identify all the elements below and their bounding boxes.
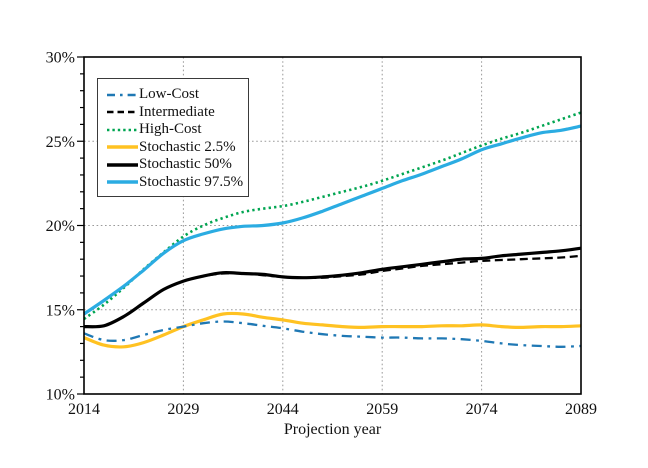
x-tick-label: 2074	[466, 401, 498, 418]
y-tick-label: 20%	[46, 218, 75, 235]
legend-line-high-cost	[107, 128, 138, 131]
x-axis-title: Projection year	[283, 421, 382, 438]
plot-frame	[83, 56, 582, 395]
legend-label: Stochastic 97.5%	[139, 173, 244, 190]
series-line-stochastic-50-	[83, 246, 582, 329]
legend-item-low-cost: Low-Cost	[106, 86, 248, 104]
legend-item-stochastic-97-5: Stochastic 97.5%	[106, 174, 248, 192]
x-tick-label: 2089	[565, 401, 597, 418]
legend-item-high-cost: High-Cost	[106, 121, 248, 139]
legend-line-stochastic-50	[107, 163, 138, 167]
legend: Low-Cost Intermediate High-Cost Stochast…	[97, 78, 249, 197]
x-tick-label: 2044	[267, 401, 299, 418]
legend-label: Low-Cost	[139, 86, 199, 103]
legend-line-stochastic-2-5	[107, 145, 138, 149]
x-tick-label: 2029	[167, 401, 199, 418]
legend-item-intermediate: Intermediate	[106, 104, 248, 122]
legend-label: Stochastic 2.5%	[139, 138, 236, 155]
y-tick-label: 10%	[46, 387, 75, 404]
legend-label: Stochastic 50%	[139, 156, 232, 173]
y-tick-label: 30%	[46, 50, 75, 67]
legend-line-intermediate	[107, 111, 138, 114]
legend-label: Intermediate	[139, 103, 215, 120]
legend-line-low-cost	[107, 93, 138, 96]
series-line-low-cost	[83, 320, 582, 348]
legend-line-stochastic-97-5	[107, 180, 138, 184]
series-line-stochastic-2-5-	[83, 311, 582, 349]
legend-label: High-Cost	[139, 121, 202, 138]
y-tick-label: 25%	[46, 134, 75, 151]
legend-item-stochastic-2-5: Stochastic 2.5%	[106, 139, 248, 157]
x-tick-label: 2059	[366, 401, 398, 418]
series-line-stochastic-97-5-	[83, 124, 582, 316]
x-tick-label: 2014	[68, 401, 100, 418]
legend-item-stochastic-50: Stochastic 50%	[106, 156, 248, 174]
y-tick-label: 15%	[46, 302, 75, 319]
